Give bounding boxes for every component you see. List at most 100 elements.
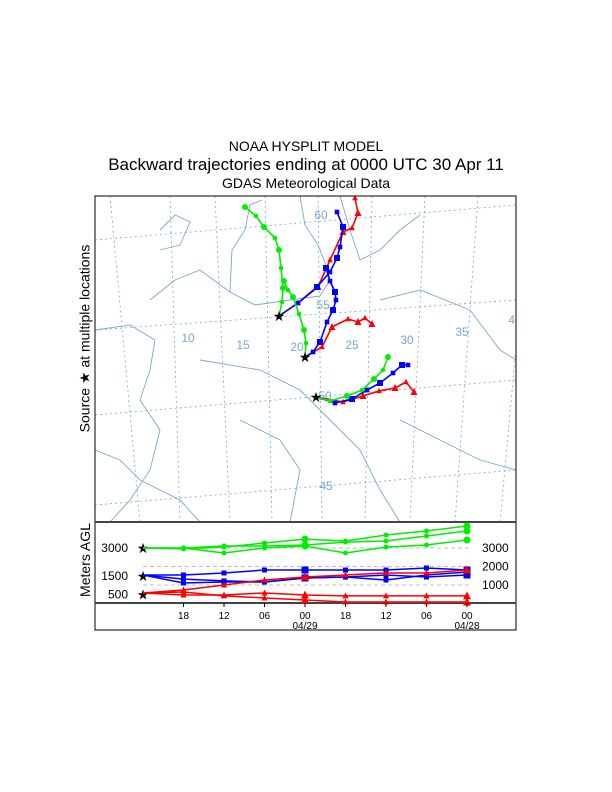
red-trajectory-marker: [359, 392, 367, 399]
blue-trajectory-marker: [327, 278, 333, 284]
time-tick-label: 12: [218, 611, 230, 622]
blue-trajectory-marker: [390, 370, 396, 376]
blue-trajectory-marker: [317, 339, 323, 345]
blue-trajectory-marker: [324, 319, 330, 325]
green-trajectory-marker: [276, 247, 282, 253]
red-height-marker: [261, 576, 268, 583]
green-trajectory-marker: [303, 340, 309, 346]
red-trajectory-marker: [319, 343, 325, 350]
coastline: [229, 199, 263, 293]
red-height-marker: [261, 589, 268, 596]
blue-trajectory-marker: [377, 380, 383, 386]
red-trajectory-marker: [349, 224, 355, 231]
longitude-label: 30: [400, 333, 414, 347]
blue-trajectory-marker: [323, 265, 329, 271]
time-tick-label: 18: [178, 611, 190, 622]
longitude-line: [109, 196, 141, 522]
red-height-marker: [342, 571, 349, 578]
longitude-line: [317, 196, 323, 522]
blue-trajectory-marker: [330, 307, 336, 313]
longitude-label: 25: [345, 338, 359, 352]
green-height-marker: [424, 542, 429, 548]
time-tick-label: 06: [259, 611, 271, 622]
blue-trajectory-marker: [349, 396, 355, 402]
coastline: [299, 196, 329, 271]
green-trajectory-marker: [242, 204, 248, 210]
red-height-marker: [342, 598, 349, 605]
green-height-marker: [383, 538, 389, 544]
latitude-line: [95, 204, 516, 241]
blue-trajectory-marker: [332, 400, 338, 406]
red-height-marker: [463, 565, 471, 574]
blue-trajectory-marker: [334, 255, 340, 261]
green-trajectory-marker: [290, 294, 296, 300]
time-tick-label: 18: [340, 611, 352, 622]
red-height-marker: [423, 569, 430, 576]
blue-trajectory-marker: [295, 300, 301, 306]
blue-trajectory-marker: [334, 209, 340, 215]
green-trajectory-marker: [285, 287, 291, 293]
red-trajectory-marker: [345, 315, 351, 322]
green-height-marker: [383, 544, 389, 550]
coastline: [339, 196, 421, 261]
coastline: [379, 289, 516, 361]
blue-height-marker: [181, 576, 186, 582]
time-tick-label: 06: [421, 611, 433, 622]
green-trajectory-marker: [279, 299, 285, 305]
green-height-marker: [301, 542, 309, 550]
coastline: [239, 419, 301, 522]
green-trajectory-marker: [301, 327, 307, 333]
red-height-marker: [221, 581, 227, 588]
time-tick-label: 12: [380, 611, 392, 622]
blue-height-marker: [181, 580, 186, 586]
blue-height-marker: [424, 565, 429, 571]
green-height-marker: [424, 533, 429, 539]
green-height-marker: [301, 535, 309, 543]
longitude-label: 20: [290, 340, 304, 354]
blue-height-marker: [262, 567, 267, 573]
red-height-marker: [463, 597, 471, 606]
blue-trajectory-marker: [405, 362, 411, 368]
green-trajectory-marker: [281, 278, 287, 284]
blue-trajectory-marker: [332, 289, 338, 295]
red-height-marker: [301, 590, 309, 599]
red-trajectory-marker: [391, 384, 399, 391]
longitude-line: [169, 196, 181, 522]
coastline: [159, 214, 191, 251]
figure-frame: [94, 195, 517, 631]
longitude-line: [364, 196, 373, 522]
coastline: [149, 269, 331, 306]
longitude-label: 40: [508, 313, 522, 327]
source-star-icon: ★: [299, 349, 312, 365]
blue-trajectory-marker: [399, 362, 405, 368]
coastline: [95, 449, 201, 522]
right-height-tick-label: 1000: [482, 578, 509, 592]
green-trajectory-marker: [344, 393, 350, 399]
red-trajectory-marker: [328, 323, 336, 330]
green-height-marker: [181, 545, 186, 551]
blue-trajectory-marker: [337, 244, 343, 250]
green-height-marker: [221, 550, 227, 556]
red-trajectory-marker: [362, 314, 368, 321]
latitude-label: 60: [314, 208, 328, 222]
blue-height-marker: [343, 567, 348, 573]
red-trajectory-marker: [354, 209, 362, 216]
latitude-line: [95, 469, 516, 506]
blue-height-marker: [383, 577, 389, 583]
green-trajectory-marker: [261, 224, 267, 230]
red-trajectory-marker: [368, 320, 376, 327]
data-source: GDAS Meteorological Data: [221, 175, 391, 191]
red-trajectory-marker: [354, 318, 362, 325]
blue-trajectory-marker: [314, 284, 320, 290]
green-height-marker: [221, 543, 227, 549]
red-trajectory-marker: [352, 196, 358, 201]
latitude-label: 55: [316, 298, 330, 312]
longitude-label: 35: [455, 325, 469, 339]
red-trajectory-marker: [403, 378, 409, 385]
blue-trajectory-marker: [310, 349, 316, 355]
latitude-label: 45: [319, 479, 333, 493]
right-height-tick-label: 3000: [482, 541, 509, 555]
model-name: NOAA HYSPLIT MODEL: [228, 138, 384, 154]
